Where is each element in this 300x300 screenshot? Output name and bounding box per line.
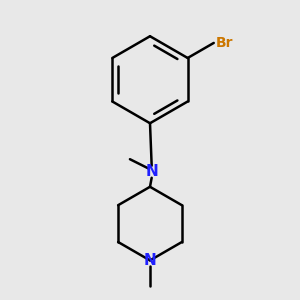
Text: N: N bbox=[145, 164, 158, 179]
Text: Br: Br bbox=[215, 36, 233, 50]
Text: N: N bbox=[144, 253, 156, 268]
